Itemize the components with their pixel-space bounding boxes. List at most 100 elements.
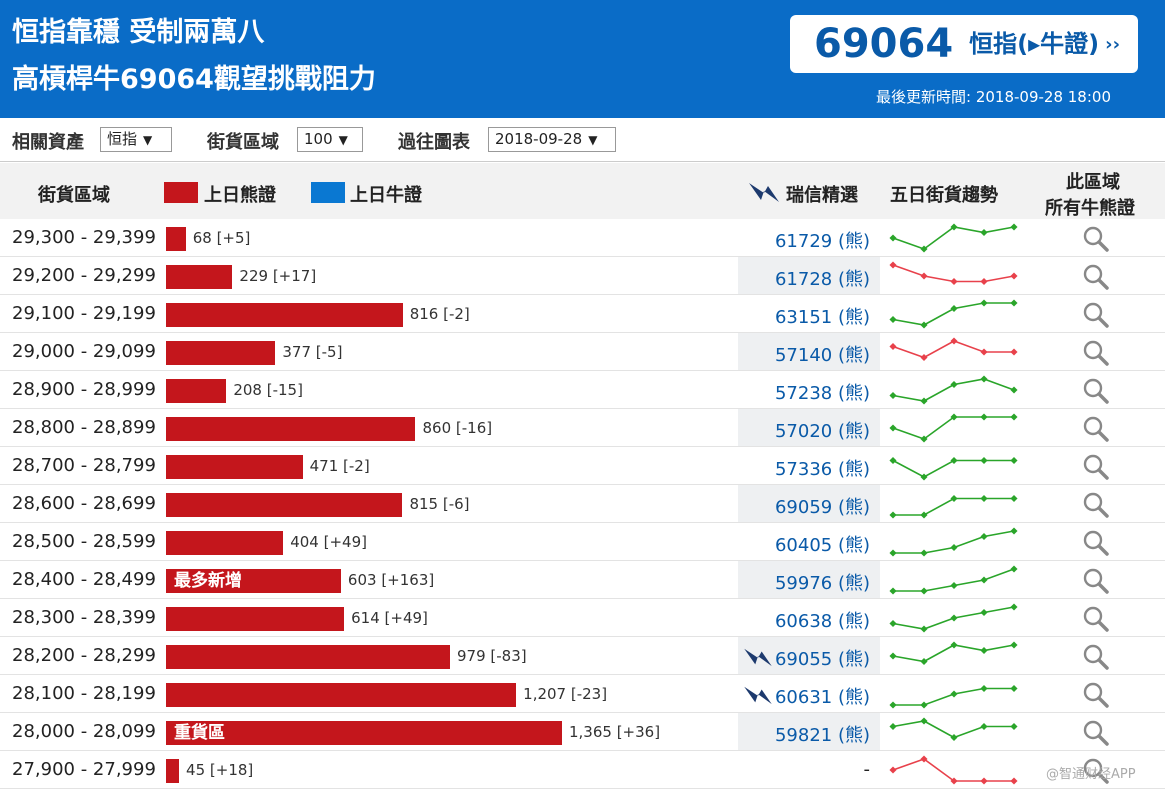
asset-select[interactable]: 恒指 ▼ — [100, 127, 172, 152]
search-icon[interactable] — [1082, 643, 1110, 671]
trend-point — [889, 315, 897, 324]
row-divider — [0, 598, 1165, 599]
search-icon[interactable] — [1082, 567, 1110, 595]
featured-warrant-button[interactable]: 69064 恒指(▸牛證) ›› — [790, 15, 1138, 73]
ubs-pick-empty: - — [863, 759, 871, 780]
trend-point — [889, 511, 897, 519]
trend-point — [1010, 565, 1018, 573]
trend-point — [950, 337, 958, 345]
search-icon[interactable] — [1082, 225, 1110, 253]
zone-size-select[interactable]: 100 ▼ — [297, 127, 363, 152]
ubs-pick-link[interactable]: 60631 (熊) — [774, 687, 870, 708]
trend-point — [950, 223, 958, 231]
ubs-pick-link[interactable]: 63151 (熊) — [774, 307, 870, 328]
trend-point — [950, 777, 958, 785]
trend-point — [980, 608, 988, 617]
trend-point — [980, 532, 988, 541]
five-day-trend-sparkline — [889, 223, 1018, 253]
ubs-pick-link[interactable]: 61729 (熊) — [774, 231, 870, 252]
search-icon[interactable] — [1082, 453, 1110, 481]
trend-point — [1010, 272, 1018, 280]
ubs-pick-cell: 57336 (熊) — [738, 447, 880, 485]
ubs-pick-link[interactable]: 57140 (熊) — [774, 345, 870, 366]
bear-outstanding-value: 979 [-83] — [457, 647, 527, 665]
trend-point — [980, 375, 988, 383]
ubs-pick-cell: 60638 (熊) — [738, 599, 880, 637]
search-icon[interactable] — [1082, 301, 1110, 329]
trend-point — [920, 587, 928, 595]
trend-point — [1010, 684, 1018, 693]
featured-warrant-name: 恒指(▸牛證) — [969, 30, 1100, 58]
search-icon[interactable] — [1082, 415, 1110, 443]
five-day-trend-sparkline — [888, 640, 1022, 672]
search-icon[interactable] — [1082, 719, 1110, 747]
trend-point — [1010, 527, 1018, 535]
trend-point — [1010, 299, 1018, 307]
double-chevron-right-icon: ›› — [1105, 33, 1120, 55]
asset-select-value: 恒指 — [107, 130, 138, 148]
ubs-pick-cell: 69055 (熊) — [738, 637, 880, 675]
trend-point — [889, 234, 897, 242]
trend-point — [920, 549, 928, 557]
last-updated: 最後更新時間: 2018-09-28 18:00 — [876, 88, 1111, 106]
bear-outstanding-value: 471 [-2] — [309, 457, 370, 475]
trend-point — [920, 755, 928, 763]
ubs-pick-link[interactable]: 57020 (熊) — [774, 421, 870, 442]
row-divider — [0, 788, 1165, 789]
table-row: 28,300 - 28,399 614 [+49] 60638 (熊) — [0, 599, 1165, 637]
bear-bar — [166, 265, 233, 289]
five-day-trend-sparkline — [889, 299, 1018, 329]
header-banner: 恒指靠穩 受制兩萬八 高槓桿牛69064觀望挑戰阻力 69064 恒指(▸牛證)… — [0, 0, 1165, 118]
search-icon[interactable] — [1082, 339, 1110, 367]
trend-point — [980, 277, 988, 286]
ubs-pick-link[interactable]: 59976 (熊) — [774, 573, 870, 594]
headline-line1: 恒指靠穩 受制兩萬八 — [12, 17, 265, 48]
trend-point — [1010, 603, 1018, 611]
ubs-pick-link[interactable]: 59821 (熊) — [774, 725, 870, 746]
ubs-pick-link[interactable]: 57238 (熊) — [774, 383, 870, 404]
bear-outstanding-value: 815 [-6] — [409, 495, 470, 513]
trend-point — [950, 494, 958, 503]
bear-bar — [166, 531, 284, 555]
trend-point — [889, 391, 897, 400]
chevron-down-icon: ▼ — [143, 133, 153, 147]
trend-point — [1010, 777, 1018, 785]
bear-outstanding-value: 208 [-15] — [233, 381, 303, 399]
bear-outstanding-value: 860 [-16] — [422, 419, 493, 437]
bear-legend-label: 上日熊證 — [204, 185, 276, 206]
search-icon[interactable] — [1082, 757, 1110, 785]
search-icon[interactable] — [1082, 529, 1110, 557]
search-icon[interactable] — [1082, 605, 1110, 633]
zone-range: 28,900 - 28,999 — [12, 379, 156, 400]
five-day-trend-sparkline — [888, 564, 1022, 596]
ubs-pick-link[interactable]: 60638 (熊) — [774, 611, 870, 632]
trend-point — [980, 684, 988, 693]
search-icon[interactable] — [1082, 681, 1110, 709]
trend-point — [950, 277, 958, 286]
table-row: 28,900 - 28,999 208 [-15] 57238 (熊) — [0, 371, 1165, 409]
bank-logo-icon — [749, 183, 779, 202]
ubs-pick-link[interactable]: 69059 (熊) — [774, 497, 870, 518]
five-day-trend-sparkline — [889, 527, 1018, 557]
trend-point — [920, 353, 928, 362]
ubs-pick-link[interactable]: 57336 (熊) — [774, 459, 870, 480]
zone-range: 29,100 - 29,199 — [12, 303, 156, 324]
ubs-pick-link[interactable]: 60405 (熊) — [774, 535, 870, 556]
trend-point — [1010, 494, 1018, 503]
trend-point — [1010, 641, 1018, 649]
ubs-pick-link[interactable]: 61728 (熊) — [774, 269, 870, 290]
search-icon[interactable] — [1082, 263, 1110, 291]
trend-point — [950, 380, 958, 389]
trend-point — [889, 342, 897, 351]
trend-point — [980, 299, 988, 307]
chart-date-select[interactable]: 2018-09-28 ▼ — [488, 127, 616, 152]
five-day-trend-sparkline — [889, 684, 1018, 709]
zone-range: 29,300 - 29,399 — [12, 227, 156, 248]
all-cbbc-header-line1: 此區域 — [1066, 172, 1120, 193]
bear-bar — [166, 379, 227, 403]
search-icon[interactable] — [1082, 377, 1110, 405]
ubs-pick-link[interactable]: 69055 (熊) — [774, 649, 870, 670]
ubs-pick-cell: 57020 (熊) — [738, 409, 880, 447]
bear-outstanding-value: 603 [+163] — [347, 571, 435, 589]
search-icon[interactable] — [1082, 491, 1110, 519]
